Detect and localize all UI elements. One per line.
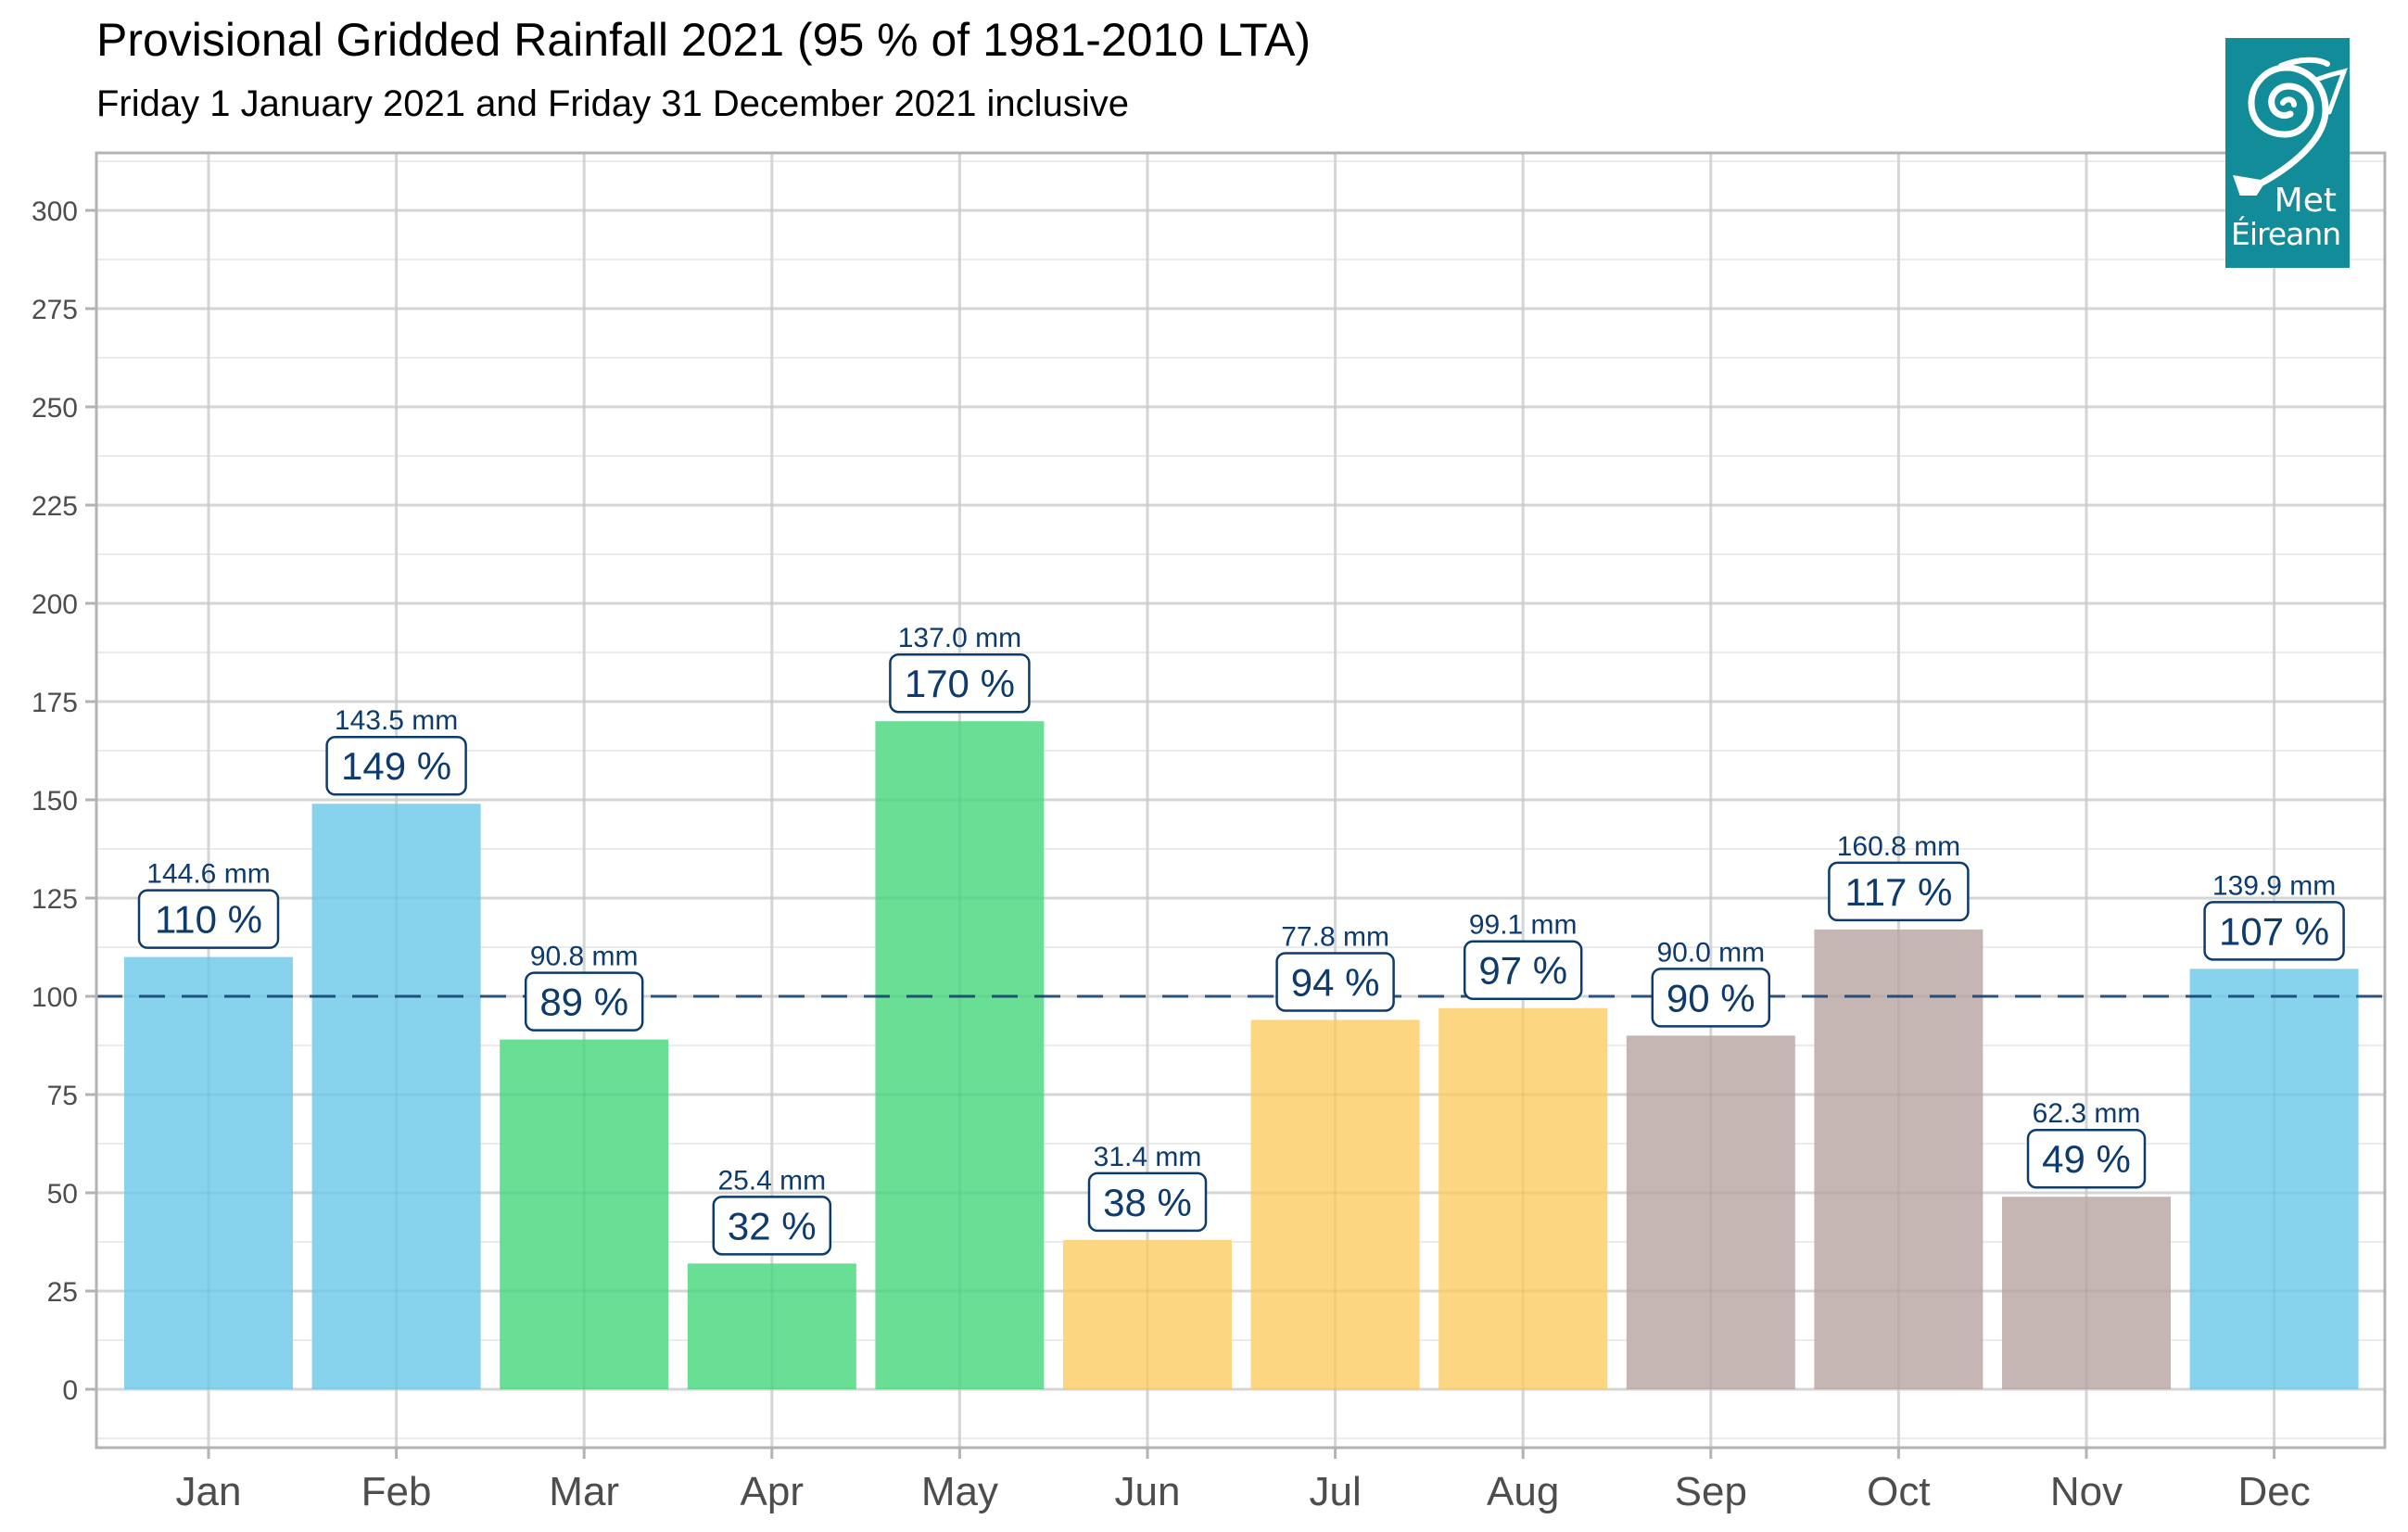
y-tick-label: 200	[32, 589, 78, 620]
x-tick-label: Nov	[2050, 1469, 2123, 1514]
bar-apr	[687, 1263, 856, 1389]
pct-label-box	[1463, 940, 1583, 1000]
pct-label-box	[1828, 861, 1970, 922]
y-tick-label: 150	[32, 786, 78, 817]
logo-text-met: Met	[2274, 182, 2337, 220]
y-tick-label: 100	[32, 982, 78, 1013]
mm-label: 99.1 mm	[1469, 910, 1578, 941]
bar-dec	[2189, 969, 2359, 1389]
mm-label: 31.4 mm	[1094, 1142, 1202, 1172]
mm-label: 62.3 mm	[2033, 1098, 2141, 1129]
x-tick-label: Apr	[741, 1469, 804, 1514]
mm-label: 25.4 mm	[717, 1165, 826, 1196]
mm-label: 77.8 mm	[1281, 921, 1389, 952]
y-tick-label: 275	[32, 295, 78, 325]
mm-label: 90.0 mm	[1656, 937, 1765, 968]
y-tick-label: 300	[32, 196, 78, 227]
y-tick-label: 25	[47, 1277, 78, 1308]
pct-label: 49 %	[2042, 1137, 2131, 1181]
x-tick-label: May	[921, 1469, 998, 1514]
bar-jun	[1063, 1239, 1232, 1389]
pct-label: 89 %	[539, 981, 628, 1024]
x-tick-label: Aug	[1487, 1469, 1559, 1514]
pct-label-box	[1087, 1171, 1208, 1233]
pct-label-box	[2203, 901, 2345, 961]
mm-label: 137.0 mm	[898, 623, 1021, 653]
chart-subtitle: Friday 1 January 2021 and Friday 31 Dece…	[96, 83, 1129, 124]
pct-label-box	[2026, 1128, 2147, 1189]
bar-jul	[1250, 1019, 1420, 1389]
pct-label: 170 %	[905, 662, 1015, 705]
pct-label: 149 %	[341, 744, 451, 788]
bar-sep	[1626, 1035, 1795, 1389]
x-tick-label: Jan	[176, 1469, 242, 1514]
pct-label: 90 %	[1667, 976, 1755, 1019]
met-eireann-logo: Met Éireann	[2225, 38, 2350, 268]
mm-label: 90.8 mm	[530, 942, 639, 972]
y-tick-label: 225	[32, 491, 78, 522]
y-tick-label: 75	[47, 1081, 78, 1111]
bar-mar	[500, 1039, 669, 1389]
pct-label-box	[524, 971, 644, 1032]
mm-label: 144.6 mm	[146, 859, 270, 890]
x-tick-label: Jul	[1309, 1469, 1361, 1514]
y-tick-label: 175	[32, 688, 78, 718]
x-tick-label: Mar	[549, 1469, 619, 1514]
pct-label-box	[137, 889, 280, 949]
pct-label-box	[1651, 968, 1771, 1028]
pct-label: 117 %	[1844, 870, 1952, 914]
mm-label: 160.8 mm	[1837, 831, 1960, 862]
x-tick-label: Dec	[2237, 1469, 2310, 1514]
pct-label-box	[325, 735, 467, 796]
mm-label: 139.9 mm	[2212, 870, 2336, 901]
y-tick-label: 125	[32, 884, 78, 915]
chart-title: Provisional Gridded Rainfall 2021 (95 % …	[96, 14, 1312, 66]
logo-text-eireann: Éireann	[2231, 216, 2341, 252]
pct-label: 110 %	[155, 898, 262, 942]
x-tick-label: Sep	[1675, 1469, 1747, 1514]
bar-oct	[1814, 929, 1983, 1389]
mm-label: 143.5 mm	[335, 705, 458, 736]
pct-label-box	[1275, 952, 1395, 1012]
pct-label: 94 %	[1291, 960, 1380, 1004]
y-tick-label: 250	[32, 393, 78, 424]
bar-feb	[311, 804, 481, 1389]
pct-label-box	[712, 1196, 832, 1256]
x-tick-label: Jun	[1115, 1469, 1181, 1514]
pct-label-box	[889, 652, 1031, 714]
x-tick-label: Oct	[1867, 1469, 1930, 1514]
bar-jan	[124, 956, 293, 1389]
pct-label: 38 %	[1103, 1181, 1192, 1224]
x-tick-label: Feb	[361, 1469, 432, 1514]
bar-aug	[1438, 1007, 1608, 1389]
y-tick-label: 0	[62, 1375, 78, 1406]
pct-label: 97 %	[1478, 949, 1567, 993]
spiral-icon	[2233, 57, 2348, 196]
pct-label: 32 %	[728, 1204, 817, 1247]
bar-nov	[2002, 1196, 2171, 1389]
bar-may	[875, 721, 1045, 1389]
pct-label: 107 %	[2219, 909, 2329, 953]
y-tick-label: 50	[47, 1179, 78, 1209]
